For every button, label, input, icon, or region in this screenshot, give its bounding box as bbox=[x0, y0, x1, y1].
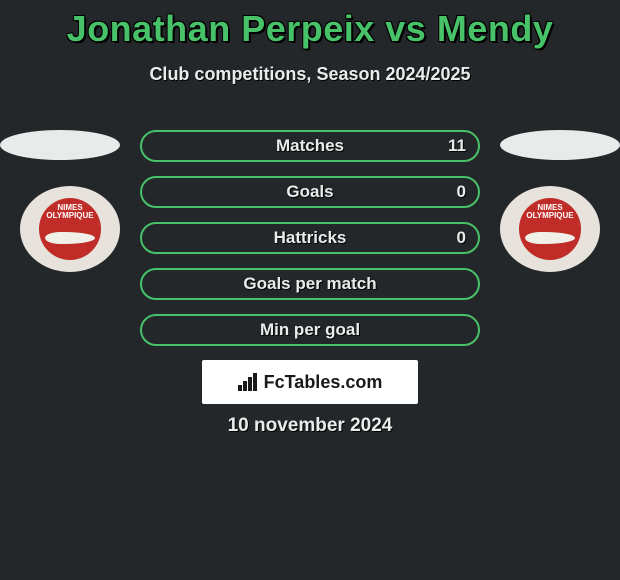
stat-label: Goals bbox=[286, 182, 333, 202]
left-team-badge: NIMES OLYMPIQUE bbox=[20, 186, 120, 272]
brand-text: FcTables.com bbox=[264, 372, 383, 393]
left-oval bbox=[0, 130, 120, 160]
date-text: 10 november 2024 bbox=[0, 415, 620, 437]
stat-right-value: 0 bbox=[457, 182, 466, 202]
stat-label: Matches bbox=[276, 136, 344, 156]
right-oval bbox=[500, 130, 620, 160]
stat-row-goals-per-match: Goals per match bbox=[140, 268, 480, 300]
stat-row-min-per-goal: Min per goal bbox=[140, 314, 480, 346]
bar-chart-icon bbox=[238, 373, 260, 391]
stat-row-hattricks: Hattricks 0 bbox=[140, 222, 480, 254]
right-team-badge: NIMES OLYMPIQUE bbox=[500, 186, 600, 272]
stat-label: Hattricks bbox=[274, 228, 347, 248]
stat-label: Min per goal bbox=[260, 320, 360, 340]
stat-row-matches: Matches 11 bbox=[140, 130, 480, 162]
stat-right-value: 0 bbox=[457, 228, 466, 248]
stat-row-goals: Goals 0 bbox=[140, 176, 480, 208]
page-title: Jonathan Perpeix vs Mendy bbox=[0, 8, 620, 50]
stats-list: Matches 11 Goals 0 Hattricks 0 Goals per… bbox=[140, 130, 480, 346]
stat-right-value: 11 bbox=[448, 136, 466, 156]
brand-logo: FcTables.com bbox=[202, 360, 418, 404]
page-subtitle: Club competitions, Season 2024/2025 bbox=[0, 64, 620, 85]
stat-label: Goals per match bbox=[243, 274, 376, 294]
